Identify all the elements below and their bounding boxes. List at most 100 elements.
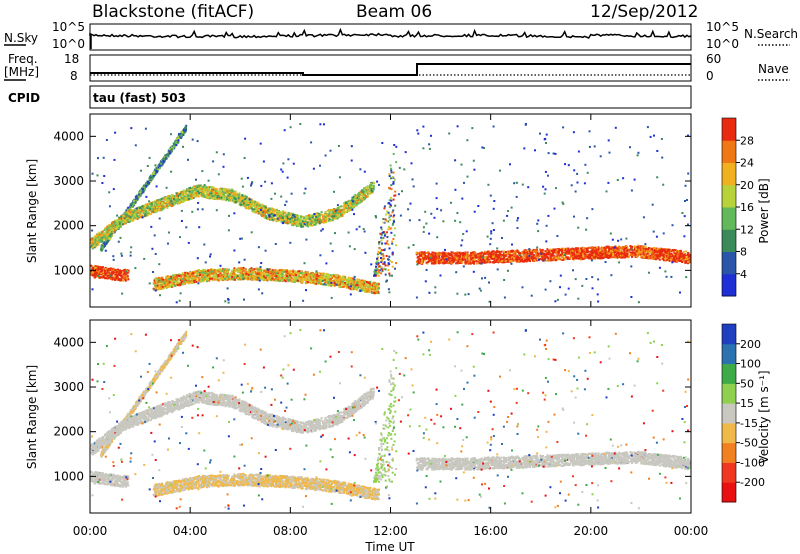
power-cell: [145, 210, 147, 213]
power-cell: [109, 226, 112, 229]
power-cell: [328, 219, 330, 222]
power-cell: [171, 194, 174, 197]
power-cell: [131, 204, 134, 207]
power-cell: [274, 272, 277, 275]
power-cell: [343, 206, 346, 209]
power-cell: [233, 201, 236, 204]
power-cell: [294, 218, 297, 221]
power-cell: [202, 268, 205, 271]
power-cell: [339, 213, 342, 215]
power-cell: [333, 215, 336, 218]
power-cell: [166, 155, 169, 158]
power-cell: [262, 211, 264, 214]
power-cell: [140, 189, 142, 192]
power-cell: [101, 230, 104, 233]
power-cell: [230, 192, 233, 194]
power-cell: [261, 205, 264, 208]
power-cell: [311, 224, 314, 227]
power-cell: [174, 200, 177, 203]
power-cell: [247, 203, 250, 206]
power-cell: [305, 276, 308, 278]
power-cell: [216, 190, 219, 193]
power-cell: [215, 275, 217, 278]
power-cell: [99, 237, 102, 240]
power-cell: [168, 152, 171, 155]
power-cell: [269, 275, 271, 278]
power-cell: [256, 208, 259, 211]
power-cell: [331, 275, 334, 277]
power-cell: [170, 145, 173, 148]
power-cell: [139, 207, 142, 209]
power-cell: [110, 222, 113, 224]
power-cell: [174, 284, 177, 287]
power-cell: [130, 204, 133, 207]
power-cell: [97, 243, 100, 246]
power-cell: [275, 275, 278, 278]
power-cell: [159, 206, 162, 208]
power-cell: [175, 144, 178, 146]
power-cell: [354, 195, 357, 198]
power-cell: [104, 239, 107, 242]
power-cell: [159, 199, 162, 202]
power-cell: [367, 186, 369, 188]
power-cell: [247, 202, 250, 205]
power-cell: [223, 277, 226, 280]
power-cell: [206, 194, 209, 197]
power-cell: [273, 209, 275, 211]
power-cell: [162, 203, 165, 206]
power-cell: [316, 212, 319, 215]
power-cell: [191, 197, 194, 200]
power-cell: [336, 276, 339, 279]
power-cell: [129, 205, 132, 208]
power-cell: [275, 220, 278, 223]
power-cell: [180, 134, 183, 137]
power-cell: [228, 196, 231, 199]
power-cell: [109, 230, 112, 233]
power-cell: [116, 222, 119, 224]
cpid-value: tau (fast) 503: [93, 91, 186, 105]
power-cell: [212, 195, 215, 197]
power-cell: [131, 214, 134, 217]
power-cell: [339, 285, 342, 288]
power-cell: [177, 137, 180, 139]
power-cell: [340, 205, 343, 208]
power-cell: [100, 247, 103, 250]
power-cell: [108, 238, 111, 241]
power-cell: [201, 188, 204, 191]
power-cell: [175, 197, 178, 200]
power-cell: [302, 215, 305, 218]
power-cell: [139, 191, 142, 194]
power-cell: [267, 209, 269, 212]
power-cell: [289, 213, 292, 215]
power-cell: [340, 208, 343, 211]
power-cell: [336, 208, 339, 211]
power-cell: [239, 201, 242, 204]
power-cell: [155, 206, 158, 209]
power-cell: [343, 205, 345, 207]
power-cell: [166, 206, 169, 209]
power-cell: [119, 221, 122, 223]
power-cell: [118, 217, 121, 220]
power-cell: [100, 249, 103, 252]
power-cell: [337, 215, 339, 218]
power-cell: [308, 214, 310, 217]
power-cell: [111, 228, 114, 231]
power-cell: [197, 195, 200, 198]
power-cell: [174, 141, 177, 144]
power-cell: [179, 197, 182, 200]
power-cell: [362, 197, 365, 200]
power-cell: [115, 224, 117, 227]
power-cell: [350, 281, 353, 283]
power-cell: [168, 202, 171, 205]
power-cell: [220, 192, 223, 195]
power-cell: [226, 198, 229, 201]
power-cell: [213, 191, 216, 194]
power-cell: [308, 216, 311, 219]
power-cell: [216, 198, 219, 201]
power-cell: [180, 191, 183, 194]
power-cell: [154, 170, 157, 173]
power-cell: [229, 199, 232, 202]
power-cell: [328, 218, 331, 221]
power-cell: [143, 186, 146, 189]
power-cell: [276, 269, 279, 272]
